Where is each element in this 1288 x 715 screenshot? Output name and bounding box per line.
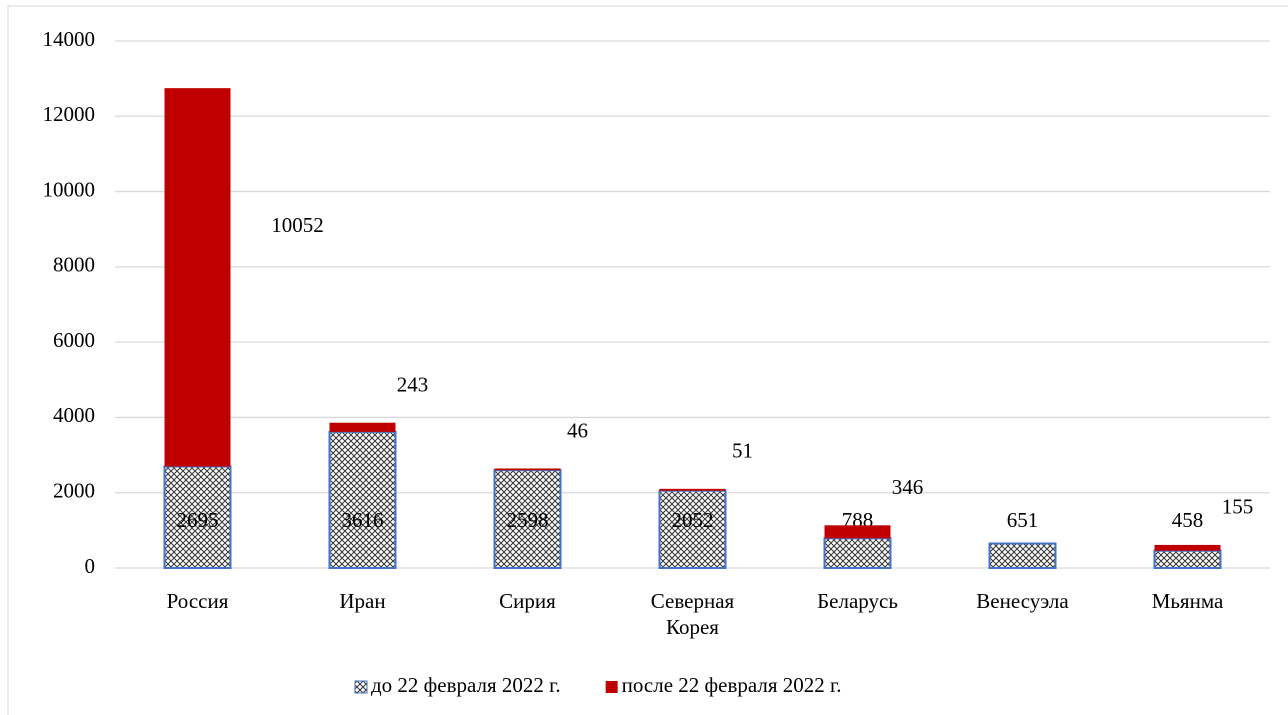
bar-segment [164, 88, 231, 467]
bar-segment [824, 525, 891, 539]
x-tick-label: Венесуэла [976, 589, 1069, 613]
bar-segment [659, 488, 726, 491]
y-tick-label: 6000 [53, 328, 95, 352]
data-label: 51 [732, 439, 753, 463]
y-tick-label: 2000 [53, 479, 95, 503]
bar-segment [163, 465, 232, 569]
bar-segment [493, 469, 562, 569]
legend-swatch [605, 681, 618, 693]
x-tick-label: Беларусь [817, 589, 898, 613]
y-tick-label: 14000 [43, 27, 96, 51]
x-tick-label: Иран [339, 589, 386, 613]
bar-segment [328, 430, 397, 569]
bar-segment [494, 468, 561, 471]
y-tick-label: 12000 [43, 102, 96, 126]
y-tick-label: 8000 [53, 253, 95, 277]
data-label: 3616 [342, 508, 384, 532]
data-label: 2052 [672, 508, 714, 532]
y-tick-label: 10000 [43, 177, 96, 201]
bar-segment [823, 537, 892, 569]
data-label: 2695 [177, 508, 219, 532]
data-label: 458 [1172, 508, 1204, 532]
data-label: 155 [1222, 495, 1254, 519]
chart-border [7, 5, 1288, 715]
data-label: 46 [567, 418, 588, 442]
data-label: 2598 [507, 508, 549, 532]
legend-label: после 22 февраля 2022 г. [622, 673, 842, 697]
data-label: 10052 [271, 213, 324, 237]
bar-segment [329, 422, 396, 432]
legend-label: до 22 февраля 2022 г. [371, 673, 561, 697]
bar-segment [658, 489, 727, 570]
bar-segment [988, 542, 1057, 570]
x-tick-label: Северная Корея [650, 589, 735, 639]
x-tick-label: Мьянма [1151, 589, 1224, 613]
data-label: 346 [892, 475, 924, 499]
data-label: 651 [1007, 508, 1039, 532]
bar-segment [1153, 549, 1222, 570]
x-tick-label: Россия [166, 589, 229, 613]
y-tick-label: 4000 [53, 403, 95, 427]
data-label: 243 [397, 373, 429, 397]
x-tick-label: Сирия [499, 589, 556, 613]
y-tick-label: 0 [85, 554, 96, 578]
legend-swatch [354, 680, 368, 694]
bar-segment [1154, 544, 1221, 551]
